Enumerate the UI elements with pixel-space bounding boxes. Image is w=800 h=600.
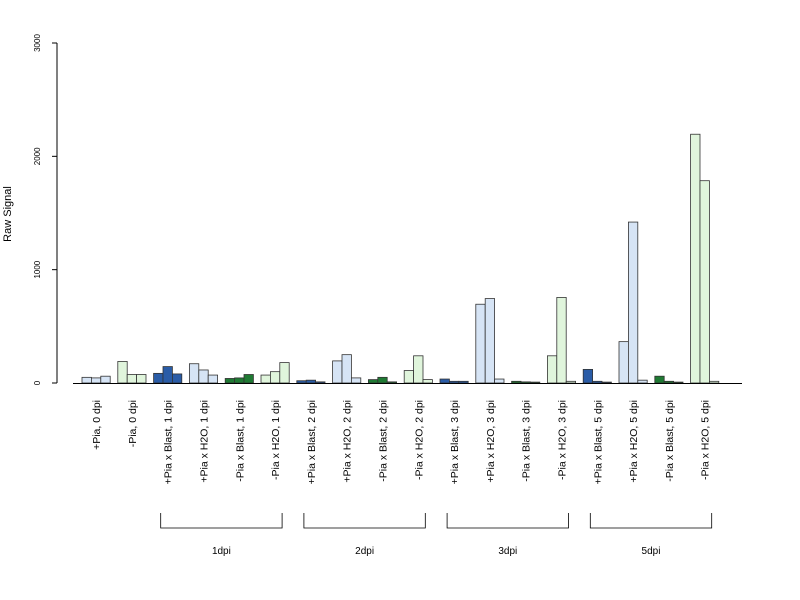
y-tick-label: 3000 [33,34,42,52]
time-bracket [303,513,426,529]
x-tick-label: -Pia x H2O, 5 dpi [700,400,712,480]
bar [367,379,379,384]
bar [403,370,415,384]
y-axis: 0 1000 2000 3000 [33,34,58,385]
x-tick-label: -Pia x H2O, 2 dpi [413,400,425,480]
x-tick-label: -Pia x H2O, 1 dpi [270,400,282,480]
time-bracket-label: 5dpi [642,546,661,557]
bar [136,374,147,384]
x-tick-label: -Pia, 0 dpi [127,400,139,447]
bar [530,381,541,384]
x-tick-label: +Pia x Blast, 2 dpi [306,400,318,484]
bar [350,377,362,384]
bar [520,381,531,384]
x-tick-label: -Pia x Blast, 5 dpi [664,400,676,482]
x-tick-label: -Pia x Blast, 3 dpi [521,400,533,482]
x-tick-label: -Pia x H2O, 3 dpi [557,400,569,480]
bar [207,374,218,384]
bar [565,380,577,384]
bar [315,381,326,384]
time-bracket [589,513,713,529]
y-tick-label: 2000 [33,147,42,165]
bar [556,297,567,384]
bar [592,380,603,384]
x-tick-label: +Pia, 0 dpi [91,400,103,450]
bar [458,380,469,384]
bar [628,221,639,384]
y-tick-label: 0 [33,380,42,385]
bar [439,378,450,384]
bar [279,362,290,384]
bar [198,369,209,384]
bar [341,354,352,384]
bar [494,378,505,384]
x-tick-label: -Pia x Blast, 2 dpi [378,400,390,482]
bar [690,133,701,384]
bar [637,379,648,384]
bar [618,341,629,384]
bar [305,379,317,384]
bar [171,373,183,384]
bars [81,133,720,384]
bar [475,303,486,384]
x-tick-label: +Pia x Blast, 3 dpi [449,400,461,484]
bar [100,375,111,384]
bar [234,377,245,384]
time-bracket-label: 2dpi [355,546,374,557]
bar [117,361,128,384]
time-bracket-label: 3dpi [498,546,517,557]
y-tick-label: 1000 [33,260,42,278]
bar [153,372,164,384]
x-tick-labels: +Pia, 0 dpi -Pia, 0 dpi +Pia x Blast, 1 dp… [91,400,712,484]
bar [81,376,92,384]
bar [243,374,254,384]
bar [188,363,200,384]
x-tick-label: +Pia x H2O, 2 dpi [342,400,354,483]
x-tick-label: -Pia x Blast, 1 dpi [234,400,246,482]
x-tick-label: +Pia x H2O, 1 dpi [199,400,211,483]
bar [422,379,433,384]
bar [448,380,460,384]
x-tick-label: +Pia x Blast, 5 dpi [592,400,604,484]
bar [91,377,102,384]
x-tick-label: +Pia x H2O, 3 dpi [485,400,497,483]
bar [511,380,522,384]
bar [601,381,612,384]
y-axis-label: Raw Signal [2,186,14,242]
bar [377,376,388,384]
bar [224,378,235,384]
time-bracket [160,513,283,529]
bar [484,298,496,384]
bar [673,381,684,384]
bar [332,360,343,384]
x-tick-label: +Pia x Blast, 1 dpi [163,400,175,484]
time-bracket [446,513,569,529]
bar [709,380,720,384]
bar [582,368,594,384]
bar [547,355,558,384]
bar [654,375,665,384]
bar [386,381,398,384]
x-tick-label: +Pia x H2O, 5 dpi [628,400,640,483]
bar [413,355,424,384]
bar [296,380,307,384]
time-brackets: 1dpi 2dpi 3dpi 5dpi [160,513,713,557]
bar [663,380,675,384]
bar [260,374,271,384]
bar [699,180,710,384]
bar [269,371,281,384]
bar [162,366,173,384]
time-bracket-label: 1dpi [212,546,231,557]
bar [126,374,137,384]
